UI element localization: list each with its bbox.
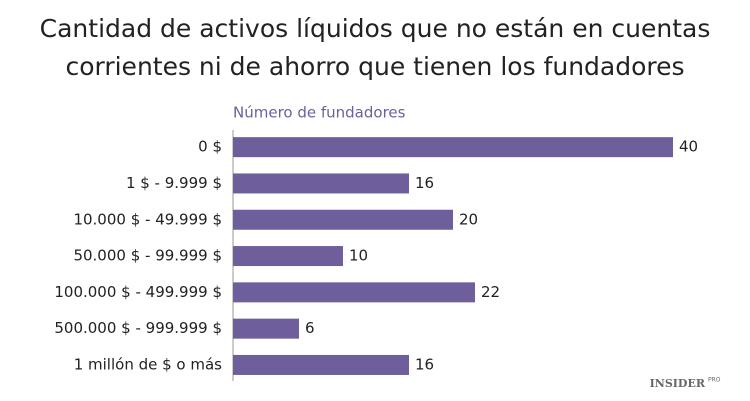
y-tick-label: 500.000 $ - 999.999 $ (54, 319, 222, 337)
y-tick-label: 100.000 $ - 499.999 $ (54, 283, 222, 301)
bar (233, 173, 409, 194)
y-tick-label: 0 $ (198, 138, 222, 156)
watermark: INSIDER (650, 377, 706, 390)
chart-title: Cantidad de activos líquidos que no está… (40, 14, 711, 43)
y-tick-label: 1 $ - 9.999 $ (126, 174, 222, 192)
watermark-badge: PRO (708, 377, 721, 384)
bar (233, 209, 453, 230)
bar (233, 137, 673, 158)
value-label: 20 (459, 210, 478, 228)
value-label: 10 (349, 247, 368, 265)
value-label: 16 (415, 355, 434, 373)
y-tick-label: 50.000 $ - 99.999 $ (73, 247, 222, 265)
value-label: 40 (679, 138, 698, 156)
bar (233, 354, 409, 375)
chart-title: corrientes ni de ahorro que tienen los f… (65, 52, 684, 81)
value-label: 22 (481, 283, 500, 301)
y-tick-label: 10.000 $ - 49.999 $ (73, 210, 222, 228)
axis-label: Número de fundadores (233, 104, 406, 122)
value-label: 6 (305, 319, 315, 337)
bar (233, 318, 299, 339)
y-tick-label: 1 millón de $ o más (74, 355, 222, 373)
bar (233, 246, 343, 267)
value-label: 16 (415, 174, 434, 192)
bar (233, 282, 475, 303)
